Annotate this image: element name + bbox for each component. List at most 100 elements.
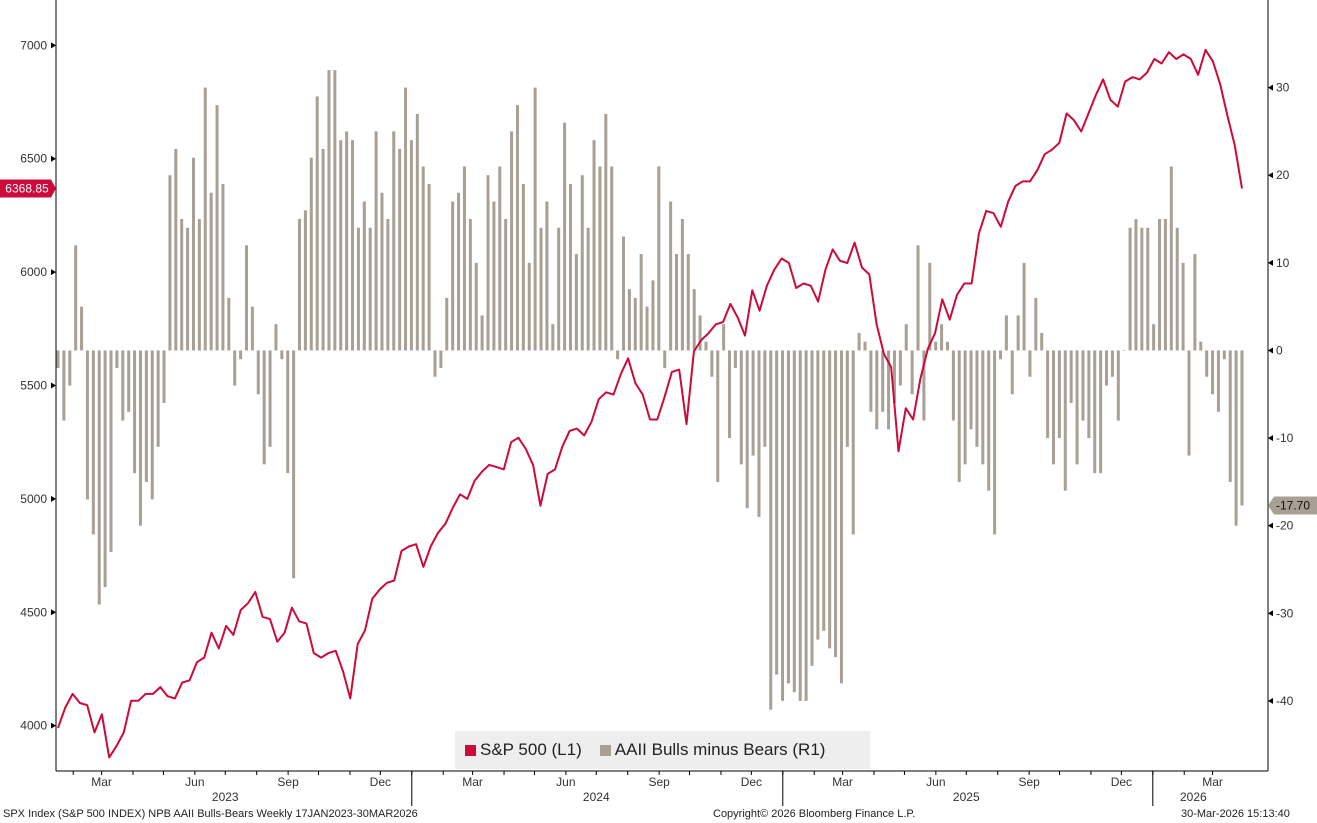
aaii-bar bbox=[1158, 219, 1162, 351]
x-year-label: 2024 bbox=[583, 790, 610, 804]
aaii-bar bbox=[1240, 350, 1244, 506]
right-tick-label: -10 bbox=[1276, 431, 1294, 445]
right-tick-mark bbox=[1268, 697, 1273, 704]
aaii-bar bbox=[115, 350, 119, 368]
aaii-last-value-badge bbox=[1268, 496, 1317, 515]
right-tick-label: 10 bbox=[1276, 256, 1290, 270]
x-month-label: Jun bbox=[185, 775, 204, 789]
aaii-bar bbox=[327, 70, 331, 351]
aaii-bar bbox=[887, 350, 891, 430]
aaii-bar bbox=[810, 350, 814, 666]
aaii-bar bbox=[233, 350, 237, 386]
aaii-bar bbox=[728, 350, 732, 439]
aaii-bar bbox=[292, 350, 296, 579]
aaii-bar bbox=[733, 350, 737, 368]
aaii-bar bbox=[621, 236, 625, 351]
aaii-bar bbox=[663, 350, 667, 368]
aaii-bar bbox=[645, 306, 649, 351]
aaii-bar bbox=[398, 148, 402, 351]
x-month-label: Mar bbox=[91, 775, 112, 789]
aaii-bar bbox=[945, 341, 949, 351]
aaii-bar bbox=[368, 227, 372, 351]
aaii-bar bbox=[474, 262, 478, 351]
aaii-bar bbox=[174, 148, 178, 351]
left-tick-label: 6000 bbox=[20, 265, 47, 279]
aaii-bar bbox=[439, 350, 443, 368]
aaii-bar bbox=[74, 245, 78, 351]
aaii-bar bbox=[710, 350, 714, 377]
x-month-label: Mar bbox=[832, 775, 853, 789]
aaii-bar bbox=[138, 350, 142, 526]
sp500-line bbox=[57, 48, 1243, 759]
aaii-bar bbox=[209, 192, 213, 351]
left-tick-mark bbox=[51, 609, 56, 616]
aaii-bar bbox=[822, 350, 826, 631]
x-year-label: 2026 bbox=[1180, 790, 1207, 804]
right-tick-label: -20 bbox=[1276, 519, 1294, 533]
aaii-bar bbox=[268, 350, 272, 447]
aaii-bar bbox=[515, 105, 519, 351]
aaii-bar bbox=[627, 289, 631, 351]
aaii-bar bbox=[804, 350, 808, 701]
aaii-bar bbox=[1099, 350, 1103, 474]
aaii-bar bbox=[934, 341, 938, 351]
aaii-bar bbox=[427, 183, 431, 351]
left-tick-mark bbox=[51, 155, 56, 162]
right-tick-label: -30 bbox=[1276, 606, 1294, 620]
left-tick-mark bbox=[51, 269, 56, 276]
aaii-bar bbox=[345, 131, 349, 351]
aaii-bar bbox=[669, 201, 673, 351]
aaii-bar bbox=[1040, 332, 1044, 351]
aaii-bar bbox=[940, 324, 944, 351]
aaii-bar bbox=[309, 157, 313, 351]
aaii-bar bbox=[274, 324, 278, 351]
aaii-bar bbox=[580, 175, 584, 351]
aaii-bar bbox=[1222, 350, 1226, 360]
aaii-bar bbox=[1063, 350, 1067, 491]
aaii-bar bbox=[963, 350, 967, 465]
left-tick-label: 4500 bbox=[20, 605, 47, 619]
aaii-bar bbox=[557, 227, 561, 351]
left-tick-mark bbox=[51, 42, 56, 49]
aaii-bar bbox=[127, 350, 131, 412]
aaii-bar bbox=[863, 341, 867, 351]
right-tick-mark bbox=[1268, 610, 1273, 617]
aaii-bar bbox=[698, 315, 702, 351]
aaii-bar bbox=[539, 227, 543, 351]
legend-label-aaii: AAII Bulls minus Bears (R1) bbox=[614, 740, 826, 759]
aaii-bar bbox=[598, 166, 602, 351]
aaii-bar bbox=[751, 350, 755, 456]
x-month-label: Mar bbox=[462, 775, 483, 789]
aaii-bar bbox=[333, 70, 337, 351]
axes-layer: 4000 4500 5000 5500 6000 6500 7000 30 20 10 0 -10 -2… bbox=[20, 0, 1294, 806]
aaii-bar bbox=[828, 350, 832, 649]
legend-swatch-aaii bbox=[599, 744, 611, 756]
aaii-bar bbox=[1175, 227, 1179, 351]
aaii-bar bbox=[1163, 219, 1167, 351]
aaii-bar bbox=[1046, 350, 1050, 439]
left-tick-mark bbox=[51, 382, 56, 389]
aaii-bar bbox=[339, 140, 343, 351]
left-tick-mark bbox=[51, 495, 56, 502]
aaii-bar bbox=[563, 122, 567, 351]
aaii-bar bbox=[221, 183, 225, 351]
aaii-bar bbox=[1052, 350, 1056, 465]
aaii-bar bbox=[256, 350, 260, 395]
aaii-bar bbox=[351, 140, 355, 351]
aaii-bar bbox=[103, 350, 107, 588]
aaii-bar bbox=[1181, 262, 1185, 351]
legend-item-sp500: S&P 500 (L1) bbox=[465, 740, 582, 760]
aaii-bar bbox=[203, 87, 207, 351]
aaii-bar bbox=[445, 297, 449, 351]
right-tick-label: 0 bbox=[1276, 343, 1283, 357]
aaii-bar bbox=[168, 175, 172, 351]
aaii-bar bbox=[421, 166, 425, 351]
aaii-bar bbox=[786, 350, 790, 684]
aaii-bar bbox=[133, 350, 137, 474]
aaii-bar bbox=[85, 350, 89, 500]
legend-label-sp500: S&P 500 (L1) bbox=[480, 740, 582, 759]
x-month-label: Mar bbox=[1202, 775, 1223, 789]
aaii-bar bbox=[227, 297, 231, 351]
aaii-bar bbox=[857, 332, 861, 351]
